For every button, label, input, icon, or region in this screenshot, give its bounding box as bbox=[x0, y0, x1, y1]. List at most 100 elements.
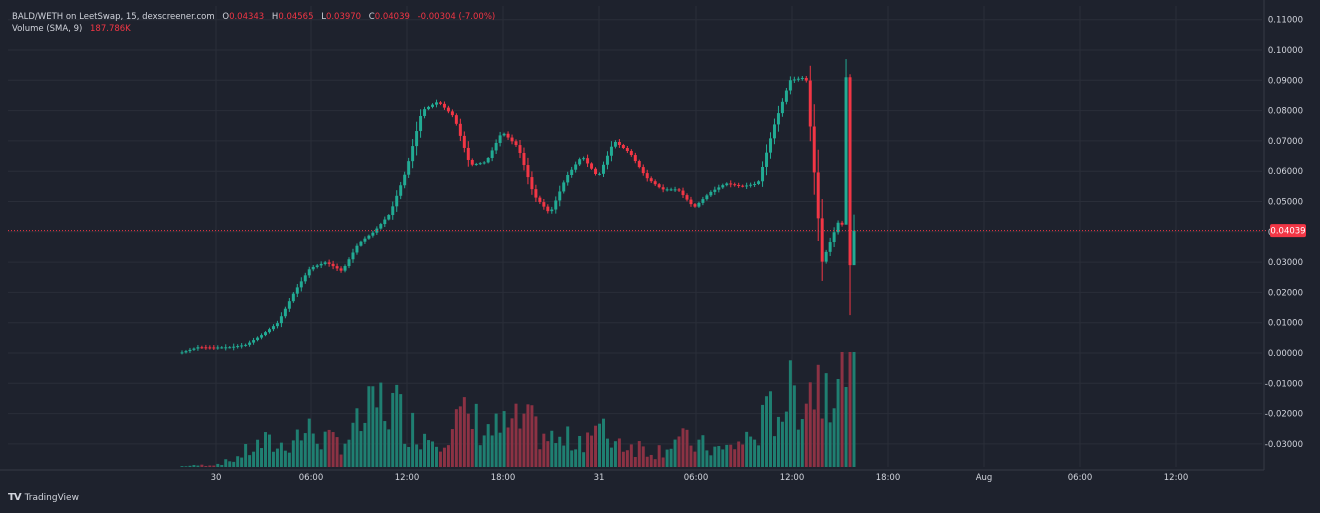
volume-bar bbox=[514, 403, 518, 467]
candle-body bbox=[311, 266, 315, 270]
candle-body bbox=[240, 345, 244, 347]
volume-bar bbox=[590, 435, 594, 467]
candle-body bbox=[709, 191, 713, 196]
candle-body bbox=[765, 152, 769, 167]
candle-body bbox=[649, 178, 653, 182]
volume-bar bbox=[784, 411, 788, 467]
volume-bar bbox=[355, 408, 359, 467]
volume-bar bbox=[788, 360, 792, 467]
volume-bar bbox=[586, 432, 590, 467]
candle-body bbox=[522, 152, 526, 166]
volume-bar bbox=[578, 435, 582, 467]
candle-body bbox=[442, 103, 446, 108]
y-tick-label: 0.10000 bbox=[1268, 46, 1303, 56]
candle-body bbox=[359, 241, 363, 246]
volume-bar bbox=[832, 408, 836, 467]
volume-bar bbox=[474, 403, 478, 467]
candle-body bbox=[657, 184, 661, 188]
candle-body bbox=[689, 199, 693, 205]
volume-bar bbox=[502, 411, 506, 467]
candle-body bbox=[486, 157, 490, 163]
volume-bar bbox=[482, 435, 486, 467]
candle-body bbox=[220, 347, 224, 349]
volume-bar bbox=[462, 397, 466, 467]
candle-body bbox=[776, 113, 780, 125]
volume-bar bbox=[407, 446, 411, 467]
volume-bar bbox=[629, 444, 633, 467]
candle-body bbox=[275, 323, 279, 327]
x-tick-label: 06:00 bbox=[1068, 473, 1093, 483]
last-price-label: 0.04039 bbox=[1270, 227, 1305, 237]
volume-bar bbox=[709, 455, 713, 467]
volume-bar bbox=[275, 448, 279, 467]
candle-body bbox=[411, 146, 415, 162]
volume-bar bbox=[335, 437, 339, 467]
change-value: -0.00304 (-7.00%) bbox=[417, 12, 496, 22]
grid-lines bbox=[8, 6, 1262, 467]
volume-bar bbox=[741, 444, 745, 467]
y-tick-label: 0.11000 bbox=[1268, 16, 1303, 26]
candle-body bbox=[204, 347, 208, 349]
volume-bar bbox=[721, 449, 725, 467]
candle-body bbox=[490, 150, 494, 158]
y-tick-label: 0.09000 bbox=[1268, 76, 1303, 86]
volume-bars bbox=[180, 352, 856, 467]
volume-bar bbox=[260, 448, 264, 467]
volume-bar bbox=[558, 436, 562, 467]
volume-bar bbox=[283, 450, 287, 467]
candle-body bbox=[423, 109, 427, 116]
volume-bar bbox=[554, 443, 558, 467]
candle-body bbox=[196, 347, 200, 349]
volume-bar bbox=[605, 438, 609, 467]
volume-bar bbox=[753, 439, 757, 467]
candle-body bbox=[820, 218, 824, 262]
volume-bar bbox=[208, 465, 212, 467]
close-label: C bbox=[368, 12, 375, 22]
candle-body bbox=[399, 185, 403, 196]
volume-bar bbox=[244, 444, 248, 467]
chart-legend: BALD/WETH on LeetSwap, 15, dexscreener.c… bbox=[12, 11, 495, 35]
volume-bar bbox=[808, 382, 812, 467]
candle-body bbox=[749, 184, 753, 186]
candle-body bbox=[427, 106, 431, 110]
volume-bar bbox=[812, 409, 816, 467]
volume-bar bbox=[315, 443, 319, 467]
candle-body bbox=[335, 266, 339, 269]
volume-bar bbox=[776, 416, 780, 467]
candle-body bbox=[637, 161, 641, 168]
open-value: 0.04343 bbox=[229, 12, 265, 22]
candle-body bbox=[188, 349, 192, 352]
x-tick-label: 18:00 bbox=[491, 473, 516, 483]
volume-bar bbox=[375, 407, 379, 467]
volume-bar bbox=[343, 443, 347, 467]
volume-bar bbox=[307, 418, 311, 467]
candle-body bbox=[769, 138, 772, 153]
volume-bar bbox=[347, 439, 351, 467]
candle-body bbox=[733, 184, 737, 186]
volume-bar bbox=[431, 441, 434, 467]
volume-bar bbox=[359, 431, 363, 467]
last-price-badge bbox=[1270, 224, 1306, 238]
volume-bar bbox=[423, 433, 427, 467]
candle-body bbox=[677, 189, 681, 191]
candle-body bbox=[613, 141, 617, 147]
candle-body bbox=[494, 142, 498, 151]
candle-body bbox=[323, 262, 327, 264]
candle-body bbox=[506, 133, 510, 138]
tradingview-logo[interactable]: TV TradingView bbox=[8, 492, 79, 503]
candle-body bbox=[558, 191, 562, 201]
candle-body bbox=[470, 159, 474, 165]
candle-body bbox=[216, 347, 220, 349]
volume-bar bbox=[562, 445, 566, 467]
candle-body bbox=[232, 346, 236, 348]
candle-body bbox=[745, 185, 749, 187]
volume-bar bbox=[224, 459, 228, 467]
volume-bar bbox=[641, 446, 645, 467]
volume-bar bbox=[248, 455, 252, 467]
volume-bar bbox=[689, 445, 693, 467]
volume-bar bbox=[538, 449, 542, 467]
candle-body bbox=[534, 189, 538, 198]
